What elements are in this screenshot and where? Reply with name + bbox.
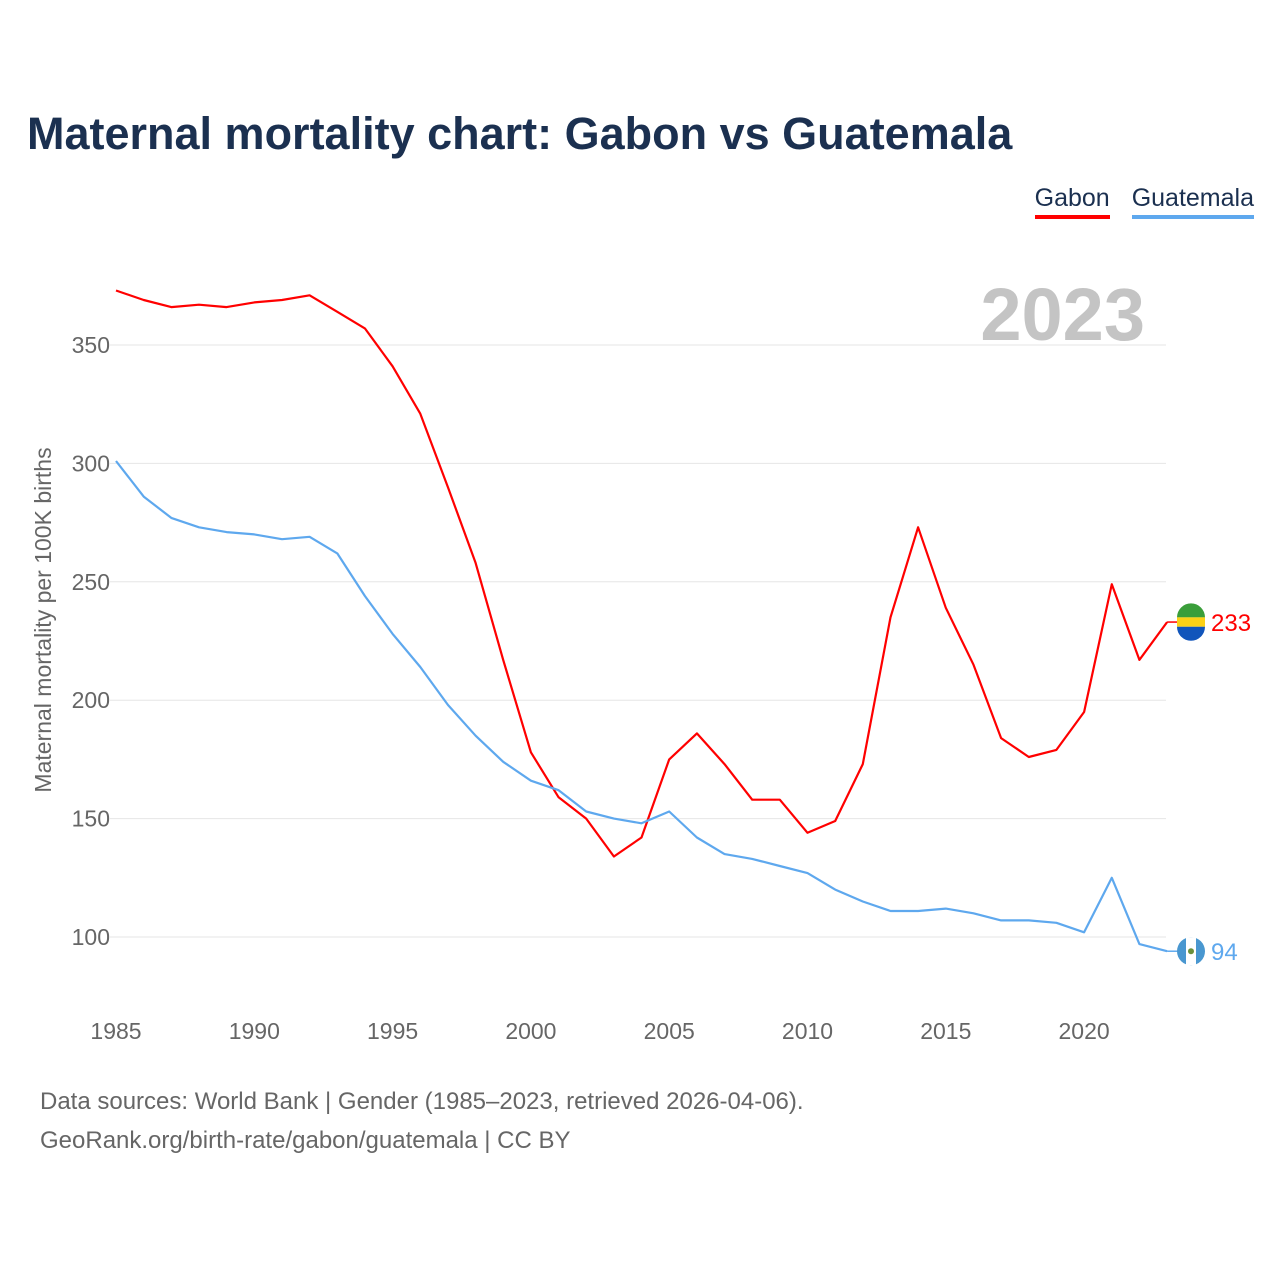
y-tick-label: 150 (72, 806, 110, 832)
y-tick-label: 350 (72, 332, 110, 358)
y-tick-label: 300 (72, 450, 110, 476)
guatemala-flag-icon (1188, 948, 1194, 955)
y-tick-label: 200 (72, 687, 110, 713)
x-tick-label: 1995 (367, 1018, 418, 1044)
x-tick-label: 1985 (90, 1018, 141, 1044)
x-tick-label: 2020 (1059, 1018, 1110, 1044)
x-tick-label: 2000 (505, 1018, 556, 1044)
x-tick-label: 2015 (920, 1018, 971, 1044)
end-value-label: 233 (1211, 610, 1251, 637)
legend: Gabon Guatemala (1034, 184, 1254, 219)
gabon-flag-icon (1177, 603, 1205, 618)
series-line-gabon (115, 289, 1168, 858)
gabon-flag-icon (1177, 626, 1205, 641)
x-tick-label: 1990 (229, 1018, 280, 1044)
footer-sources: Data sources: World Bank | Gender (1985–… (40, 1088, 804, 1115)
y-tick-label: 100 (72, 924, 110, 950)
footer-credit: GeoRank.org/birth-rate/gabon/guatemala |… (40, 1127, 571, 1154)
chart-title: Maternal mortality chart: Gabon vs Guate… (27, 108, 1013, 159)
legend-gabon[interactable]: Gabon (1034, 184, 1110, 219)
x-tick-label: 2005 (644, 1018, 695, 1044)
x-tick-label: 2010 (782, 1018, 833, 1044)
y-axis-label: Maternal mortality per 100K births (30, 447, 56, 792)
end-value-label: 94 (1211, 939, 1238, 966)
y-tick-label: 250 (72, 569, 110, 595)
series-line-guatemala (115, 460, 1168, 953)
gabon-flag-icon (1177, 617, 1205, 627)
year-watermark: 2023 (980, 273, 1145, 356)
legend-guatemala[interactable]: Guatemala (1131, 184, 1254, 219)
